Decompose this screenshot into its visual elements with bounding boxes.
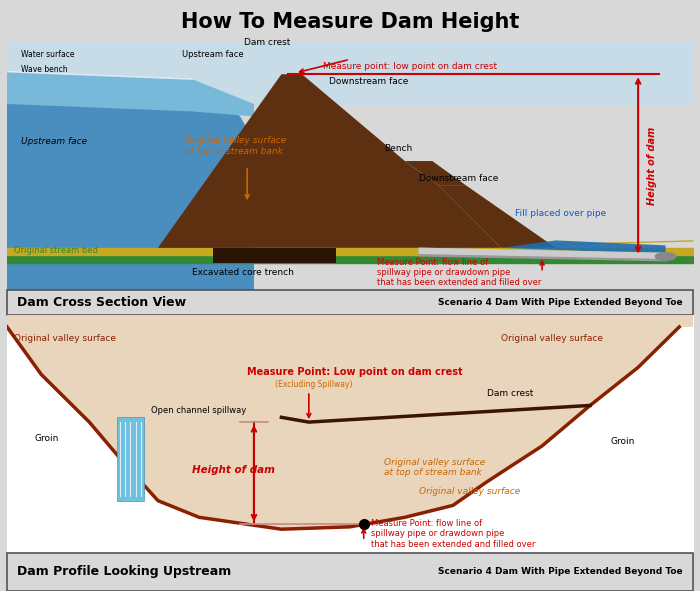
Text: Dam Cross Section View: Dam Cross Section View — [18, 296, 186, 309]
Polygon shape — [405, 161, 467, 186]
Text: Scenario 4 Dam With Pipe Extended Beyond Toe: Scenario 4 Dam With Pipe Extended Beyond… — [438, 298, 682, 307]
Text: Groin: Groin — [34, 434, 59, 443]
Text: Upstream face: Upstream face — [182, 50, 244, 59]
Polygon shape — [7, 315, 693, 529]
Text: Wave bench: Wave bench — [21, 65, 67, 74]
Polygon shape — [501, 241, 666, 254]
Polygon shape — [7, 72, 254, 116]
Circle shape — [655, 253, 676, 260]
Polygon shape — [158, 74, 501, 248]
Text: Bench: Bench — [384, 144, 412, 153]
Text: Dam Profile Looking Upstream: Dam Profile Looking Upstream — [18, 566, 232, 579]
Polygon shape — [7, 72, 254, 290]
Text: Measure Point: flow line of: Measure Point: flow line of — [377, 258, 489, 267]
Text: Water surface: Water surface — [21, 50, 74, 59]
Polygon shape — [117, 417, 144, 501]
Text: Measure Point: Low point on dam crest: Measure Point: Low point on dam crest — [247, 367, 463, 377]
Text: Measure Point: flow line of
spillway pipe or drawdown pipe
that has been extende: Measure Point: flow line of spillway pip… — [370, 519, 535, 549]
Text: Original valley surface: Original valley surface — [419, 486, 520, 496]
Text: Measure point: low point on dam crest: Measure point: low point on dam crest — [323, 62, 497, 72]
Text: spillway pipe or drawdown pipe: spillway pipe or drawdown pipe — [377, 268, 511, 277]
Text: Dam crest: Dam crest — [487, 389, 533, 398]
Text: Downstream face: Downstream face — [419, 174, 498, 183]
Text: (Excluding Spillway): (Excluding Spillway) — [274, 379, 352, 388]
Text: Fill placed over pipe: Fill placed over pipe — [514, 209, 606, 217]
Text: Groin: Groin — [610, 437, 635, 446]
Text: Scenario 4 Dam With Pipe Extended Beyond Toe: Scenario 4 Dam With Pipe Extended Beyond… — [438, 567, 682, 576]
Text: that has been extended and filled over: that has been extended and filled over — [377, 278, 542, 287]
Text: Height of dam: Height of dam — [647, 127, 657, 205]
Text: Original valley surface
at top of stream bank: Original valley surface at top of stream… — [186, 136, 286, 155]
Text: Original valley surface: Original valley surface — [501, 335, 603, 343]
Text: Dam crest: Dam crest — [244, 38, 291, 47]
Text: Downstream face: Downstream face — [330, 77, 409, 86]
Text: How To Measure Dam Height: How To Measure Dam Height — [181, 12, 519, 32]
Text: Excavated core trench: Excavated core trench — [193, 268, 294, 277]
Text: Original stream bed: Original stream bed — [14, 246, 98, 255]
Text: Original valley surface
at top of stream bank: Original valley surface at top of stream… — [384, 457, 486, 477]
Text: Upstream face: Upstream face — [21, 137, 87, 146]
Polygon shape — [213, 248, 336, 263]
Text: Height of dam: Height of dam — [193, 465, 275, 475]
Text: Open channel spillway: Open channel spillway — [151, 405, 246, 415]
Text: Original valley surface: Original valley surface — [14, 335, 116, 343]
Polygon shape — [439, 186, 556, 248]
